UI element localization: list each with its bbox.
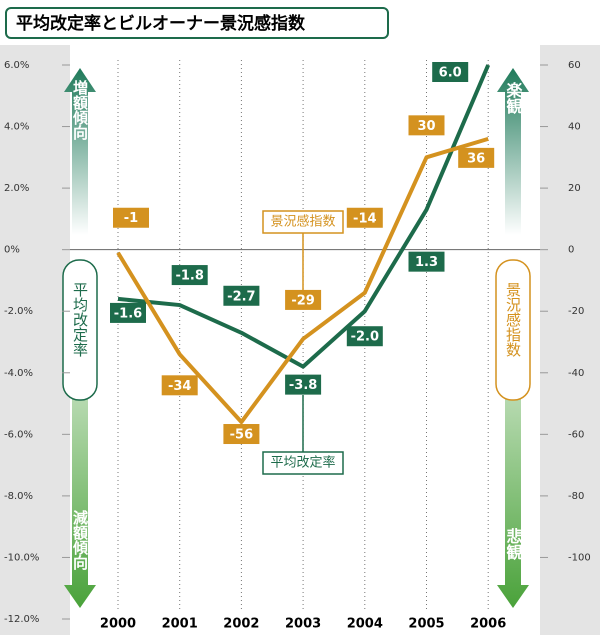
x-tick-label: 2005: [408, 617, 444, 632]
data-label: -1.8: [175, 269, 203, 284]
data-label: -1: [124, 211, 138, 226]
data-label: -14: [353, 211, 377, 226]
data-label: -29: [291, 293, 315, 308]
series-line: [117, 64, 491, 369]
y-tick-label: -8.0%: [4, 491, 33, 502]
data-label: 30: [417, 119, 435, 134]
y2-tick-label: -60: [568, 429, 584, 440]
left-panel: [0, 45, 70, 635]
label-box: [408, 251, 445, 272]
y2-tick-label: 0: [568, 245, 574, 256]
y-tick-label: -4.0%: [4, 368, 33, 379]
label-box: [223, 424, 260, 445]
side-label-box: [62, 259, 98, 401]
y-tick-label: 0%: [4, 245, 20, 256]
callout-label: 平均改定率: [270, 455, 335, 471]
y-tick-label: 6.0%: [4, 60, 29, 71]
callout-label: 景況感指数: [270, 214, 335, 230]
y2-tick-label: -100: [568, 552, 591, 563]
x-tick-label: 2000: [100, 617, 136, 632]
label-box: [161, 375, 198, 396]
y2-tick-label: 60: [568, 60, 581, 71]
data-label: 1.3: [415, 255, 438, 270]
label-box: [346, 207, 383, 228]
label-box: [432, 62, 469, 82]
y-tick-label: -12.0%: [4, 614, 39, 625]
chart-title: 平均改定率とビルオーナー景況感指数: [16, 13, 306, 34]
label-box: [113, 207, 149, 228]
x-tick-label: 2001: [162, 617, 198, 632]
data-label: 6.0: [439, 66, 462, 81]
series-line: [116, 136, 489, 425]
x-tick-label: 2004: [347, 617, 383, 632]
label-box: [285, 289, 322, 310]
y-tick-label: -6.0%: [4, 429, 33, 440]
label-box: [346, 326, 383, 347]
y-tick-label: -10.0%: [4, 552, 39, 563]
right-panel: [540, 45, 600, 635]
label-box: [458, 147, 495, 168]
data-label: -56: [230, 428, 254, 443]
data-label: -2.0: [351, 330, 379, 345]
y2-tick-label: -40: [568, 368, 584, 379]
title-box: [5, 7, 389, 39]
label-box: [285, 374, 322, 395]
y2-tick-label: 20: [568, 183, 581, 194]
label-box: [171, 265, 208, 286]
data-label: -34: [168, 379, 192, 394]
arrow-up-right: [497, 68, 529, 235]
label-box: [408, 115, 445, 136]
y2-tick-label: -80: [568, 491, 584, 502]
data-label: -1.6: [114, 306, 142, 321]
annotation: 減額傾向: [71, 510, 89, 571]
data-label: -2.7: [227, 289, 255, 304]
annotation: 悲観: [504, 527, 523, 561]
y2-tick-label: 40: [568, 122, 581, 133]
data-label: 36: [467, 151, 485, 166]
side-label: 平均改定率: [71, 282, 89, 357]
arrow-up-left: [64, 68, 96, 235]
y-tick-label: 2.0%: [4, 183, 29, 194]
y-tick-label: -2.0%: [4, 306, 33, 317]
x-tick-label: 2003: [285, 617, 321, 632]
callout-box: [262, 451, 344, 475]
side-label-box: [495, 259, 531, 401]
data-label: -3.8: [289, 378, 317, 393]
label-box: [223, 285, 260, 306]
side-label: 景況感指数: [504, 282, 522, 357]
y-tick-label: 4.0%: [4, 122, 29, 133]
annotation: 楽観: [504, 81, 524, 115]
callout-box: [262, 210, 344, 234]
label-box: [110, 302, 146, 323]
x-tick-label: 2006: [470, 617, 506, 632]
y2-tick-label: -20: [568, 306, 584, 317]
annotation: 増額傾向: [71, 79, 89, 141]
x-tick-label: 2002: [223, 617, 259, 632]
